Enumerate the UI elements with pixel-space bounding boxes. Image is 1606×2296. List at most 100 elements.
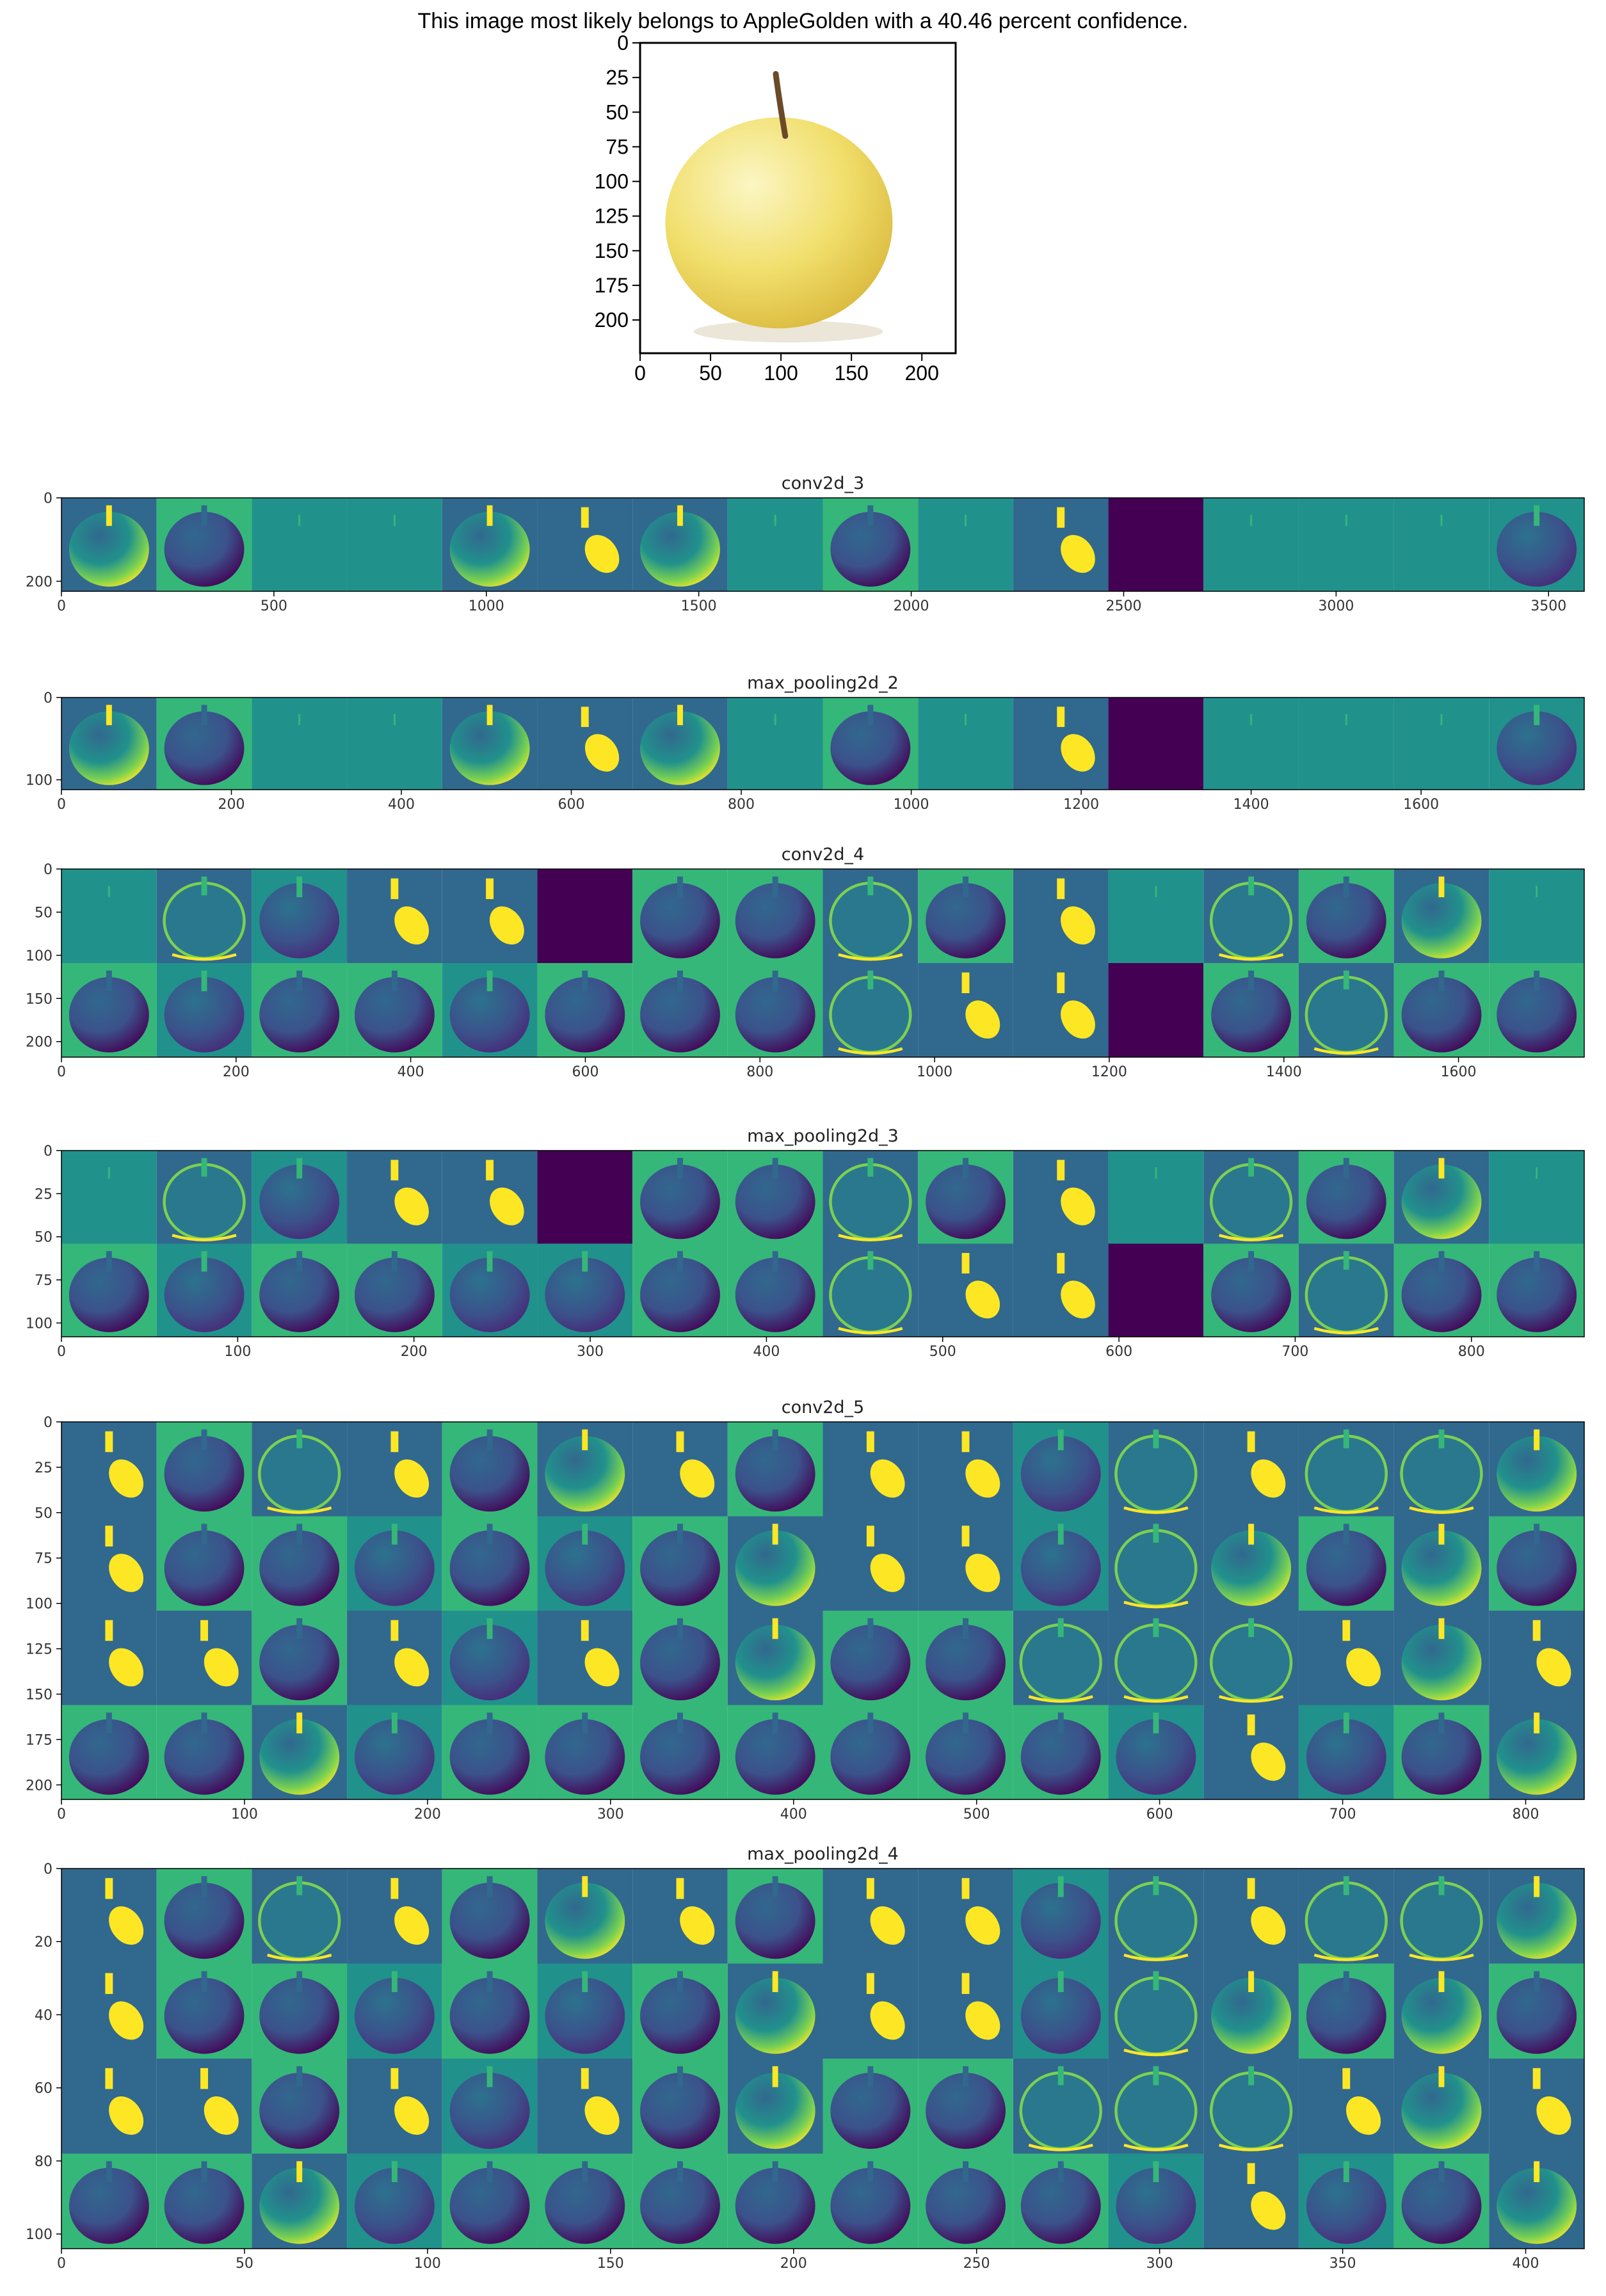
feature-tile	[1203, 1243, 1299, 1337]
tile-stem	[867, 1251, 874, 1270]
tile-highlight	[394, 1906, 430, 1945]
feature-tile	[156, 2059, 252, 2154]
tile-stem	[867, 970, 874, 990]
tile-apple	[68, 1257, 149, 1332]
tile-apple	[68, 711, 149, 785]
y-tick-label: 75	[35, 1551, 52, 1567]
x-tick-label: 3000	[1318, 598, 1354, 614]
tile-stem	[677, 1251, 683, 1272]
x-tick-label: 1500	[681, 598, 717, 614]
y-tick-label: 100	[26, 948, 52, 964]
tile-apple	[735, 1625, 815, 1701]
tile-apple	[830, 1719, 911, 1795]
tile-stem	[105, 1620, 113, 1641]
feature-tile	[61, 1611, 157, 1705]
tile-apple	[926, 1625, 1006, 1701]
tile-stem	[1057, 1429, 1064, 1451]
tile-apple	[1020, 1436, 1101, 1512]
tile-stem	[1438, 1524, 1445, 1545]
tile-stem	[1343, 876, 1349, 898]
tile-stem	[1536, 1167, 1538, 1179]
tile-stem	[772, 1429, 778, 1451]
tile-apple	[735, 2073, 815, 2149]
feature-tile	[442, 498, 538, 591]
tile-stem	[677, 705, 683, 726]
x-tick-label: 300	[1146, 2256, 1173, 2272]
feature-tile	[727, 1963, 823, 2059]
feature-tile	[1203, 1611, 1299, 1705]
tile-rim	[1028, 2144, 1093, 2151]
tile-stem	[201, 1158, 207, 1177]
feature-map-max_pooling2d_3: max_pooling2d_30 100 200 300 400 500 600 700 800…	[26, 1126, 1585, 1360]
tile-stem	[961, 972, 970, 994]
tile-apple	[68, 511, 149, 587]
tile-rim	[1123, 2144, 1189, 2151]
tile-apple	[1306, 1530, 1386, 1606]
tile-stem	[963, 876, 968, 898]
tile-apple	[545, 1883, 625, 1959]
tile-stem	[866, 1431, 874, 1453]
tile-stem	[581, 2068, 589, 2089]
feature-tile	[1203, 1705, 1299, 1799]
tile-stem	[1438, 970, 1445, 992]
feature-tile	[1489, 1705, 1584, 1799]
feature-tile	[1013, 1611, 1109, 1705]
tile-highlight	[870, 2001, 905, 2040]
tile-stem	[201, 1429, 207, 1451]
tile-highlight	[1346, 1648, 1381, 1687]
tile-apple	[1211, 1977, 1292, 2054]
tile-apple	[164, 2167, 245, 2244]
feature-tile	[1393, 1422, 1490, 1517]
tile-stem	[582, 1429, 588, 1451]
apple-shadow	[693, 321, 883, 343]
feature-tile	[727, 1611, 823, 1705]
tile-apple	[545, 1719, 625, 1795]
tile-highlight	[870, 1459, 905, 1498]
tile-apple	[1306, 1719, 1386, 1795]
feature-tile	[347, 1869, 442, 1964]
feature-tile	[347, 1243, 442, 1337]
feature-tile	[347, 2153, 442, 2249]
feature-tile	[347, 1151, 442, 1244]
tile-stem	[581, 706, 589, 728]
tile-stem	[201, 1971, 207, 1993]
tile-apple	[640, 883, 720, 959]
tile-apple	[1211, 977, 1292, 1053]
tile-stem	[201, 1524, 207, 1545]
feature-tile	[1489, 963, 1584, 1057]
axes-frame	[61, 868, 1585, 1058]
tile-stem	[1440, 514, 1443, 526]
feature-tile	[727, 498, 823, 591]
feature-tile	[1013, 498, 1109, 591]
tile-stem	[1438, 1712, 1445, 1734]
tile-stem	[1153, 1971, 1159, 1991]
feature-tile	[1108, 1422, 1204, 1517]
tile-stem	[486, 1712, 493, 1734]
tile-stem	[486, 878, 494, 900]
feature-tile	[1393, 1869, 1490, 1964]
tile-rim	[1219, 953, 1284, 961]
tile-highlight	[965, 2001, 1000, 2040]
tile-stem	[1248, 1158, 1255, 1177]
tile-stem	[1438, 1251, 1445, 1272]
tile-dead	[1108, 963, 1204, 1057]
feature-tile	[442, 1151, 538, 1244]
tile-stem	[1057, 1618, 1064, 1638]
feature-tile	[537, 869, 633, 963]
tile-blank	[727, 498, 823, 591]
y-tick-label: 0	[44, 491, 52, 507]
tile-apple	[449, 511, 530, 587]
axes-frame	[61, 497, 1585, 592]
feature-tile	[1393, 1243, 1490, 1337]
feature-tile	[537, 698, 633, 790]
x-tick-label: 500	[261, 598, 287, 614]
tile-apple	[449, 2167, 530, 2244]
tile-dead	[1108, 498, 1204, 591]
tile-stem	[298, 714, 301, 726]
tile-rim	[1409, 1506, 1474, 1514]
tile-stem	[1343, 2161, 1349, 2183]
feature-tile	[632, 498, 728, 591]
tile-apple	[1497, 1530, 1577, 1606]
tile-stem	[581, 1620, 589, 1641]
tile-rim	[1313, 1047, 1379, 1055]
